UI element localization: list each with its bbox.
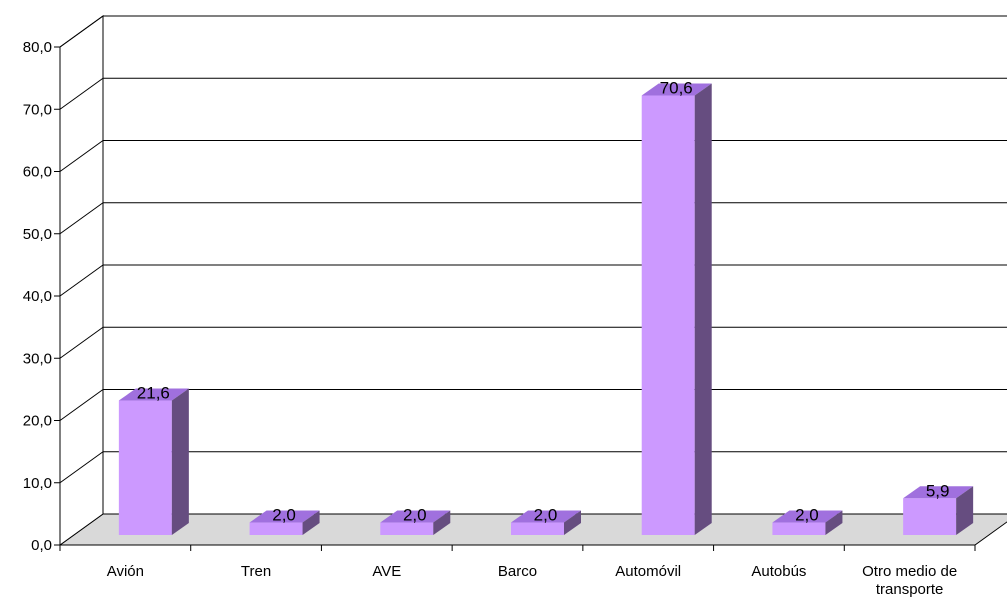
- bar-side: [433, 510, 451, 535]
- category-label: AVE: [372, 563, 401, 580]
- bar: [903, 486, 974, 535]
- bar: [380, 510, 451, 535]
- y-tick-label: 0,0: [31, 537, 52, 554]
- y-tick-label: 30,0: [23, 350, 52, 367]
- data-label: 2,0: [534, 506, 558, 525]
- bar-front: [380, 522, 434, 535]
- data-labels: 21,6 2,0 2,0 2,0 70,6 2,0 5,9: [137, 79, 950, 525]
- data-label: 2,0: [403, 506, 427, 525]
- chart-walls: [58, 15, 1007, 546]
- bar-top: [118, 388, 189, 401]
- bar: [118, 388, 189, 535]
- gridline-side: [59, 202, 104, 235]
- category-label: Avión: [107, 563, 144, 580]
- y-tick-label: 60,0: [23, 164, 52, 181]
- data-label: 5,9: [926, 481, 950, 500]
- category-label: Autobús: [751, 563, 806, 580]
- data-label: 21,6: [137, 384, 170, 403]
- bar-side: [171, 388, 189, 535]
- data-label: 2,0: [795, 506, 819, 525]
- bar-side: [302, 510, 320, 535]
- gridline-side: [59, 326, 104, 359]
- bar: [249, 510, 320, 535]
- bar-top: [380, 510, 451, 523]
- y-ticks: 0,0 10,0 20,0 30,0 40,0 50,0 60,0 70,0 80,0: [23, 39, 60, 554]
- bar-top: [641, 83, 712, 96]
- bar-side: [694, 83, 712, 535]
- gridline-side: [59, 451, 104, 484]
- bar-side: [825, 510, 843, 535]
- bar-front: [772, 522, 826, 535]
- bar: [641, 83, 712, 535]
- category-label: Barco: [498, 563, 537, 580]
- bar-front: [249, 522, 303, 535]
- bar-front: [641, 95, 695, 535]
- category-label: Otro medio de: [862, 563, 957, 580]
- gridline-side: [59, 140, 104, 172]
- axes: [59, 47, 976, 551]
- category-label: Tren: [241, 563, 271, 580]
- bar-front: [903, 498, 957, 535]
- data-label: 2,0: [272, 506, 296, 525]
- gridlines: [59, 15, 1007, 484]
- bar-front: [118, 400, 172, 535]
- category-label: transporte: [876, 581, 944, 598]
- bar: [511, 510, 581, 535]
- y-tick-label: 40,0: [23, 288, 52, 305]
- y-tick-label: 20,0: [23, 413, 52, 430]
- bar-front: [511, 522, 564, 535]
- bar-top: [772, 510, 843, 523]
- bar-side: [564, 510, 581, 535]
- y-tick-label: 50,0: [23, 226, 52, 243]
- category-labels: Avión Tren AVE Barco Automóvil Autobús Otro me…: [107, 563, 957, 598]
- category-label: Automóvil: [615, 563, 681, 580]
- data-label: 70,6: [660, 79, 693, 98]
- bar: [772, 510, 843, 535]
- gridline-side: [59, 15, 104, 48]
- bar-top: [249, 510, 320, 523]
- y-tick-label: 80,0: [23, 39, 52, 56]
- gridline-side: [59, 264, 104, 297]
- bar-side: [956, 486, 974, 535]
- bars: [118, 83, 974, 535]
- gridline-side: [59, 77, 104, 110]
- bar-top: [903, 486, 974, 499]
- gridline-side: [59, 389, 104, 421]
- y-tick-label: 10,0: [23, 475, 52, 492]
- bar-top: [511, 510, 581, 523]
- y-tick-label: 70,0: [23, 101, 52, 118]
